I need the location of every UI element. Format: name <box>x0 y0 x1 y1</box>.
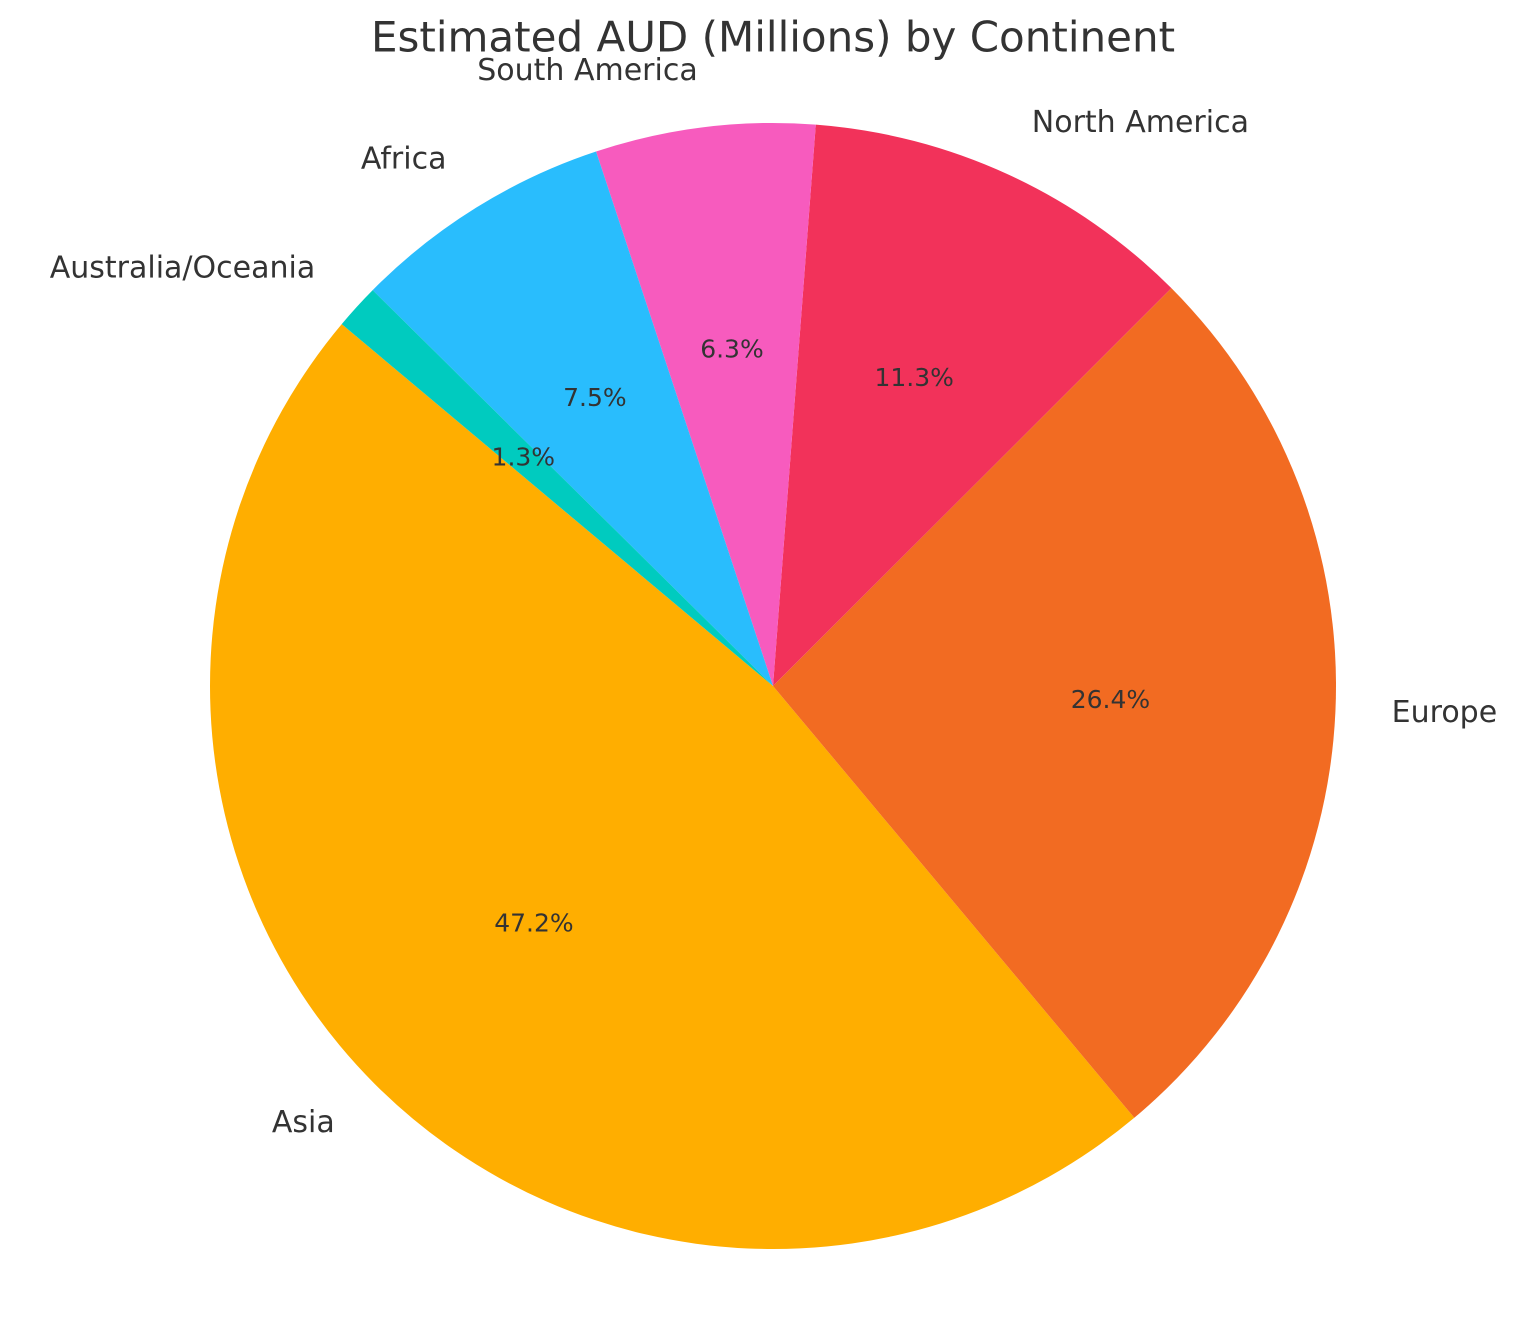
slice-label: Europe <box>1392 695 1498 730</box>
slice-label: Africa <box>361 141 447 176</box>
value-label: 11.3% <box>874 363 953 392</box>
value-label: 6.3% <box>700 335 764 364</box>
wedge <box>210 324 1135 1249</box>
value-label: 7.5% <box>563 383 627 412</box>
value-label: 47.2% <box>494 909 573 938</box>
value-label: 1.3% <box>492 442 556 471</box>
chart-title: Estimated AUD (Millions) by Continent <box>371 13 1175 62</box>
wedge <box>773 288 1336 1118</box>
value-label: 26.4% <box>1071 685 1150 714</box>
slice-label: South America <box>477 53 697 88</box>
slice-label: North America <box>1032 105 1249 140</box>
slice-label: Australia/Oceania <box>50 250 316 285</box>
wedge <box>596 123 816 686</box>
wedge <box>341 290 773 686</box>
wedge <box>773 124 1172 687</box>
wedge <box>372 151 773 686</box>
slice-label: Asia <box>272 1105 335 1140</box>
